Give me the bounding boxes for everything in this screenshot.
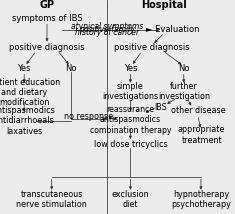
Text: Yes: Yes [17,64,31,73]
Text: transcutaneous
nerve stimulation: transcutaneous nerve stimulation [16,190,87,209]
Text: antispasmodics
antidiarrhoeals
laxatives: antispasmodics antidiarrhoeals laxatives [0,106,56,136]
Text: history of cancer: history of cancer [75,28,139,37]
Text: no response: no response [63,112,113,121]
Text: Yes: Yes [124,64,137,73]
Text: positive family: positive family [79,25,135,34]
Text: GP: GP [39,0,55,10]
Text: No: No [65,64,76,73]
Text: patient education
and dietary
modification: patient education and dietary modificati… [0,77,60,107]
Text: reassurance
antispasmodics
combination therapy: reassurance antispasmodics combination t… [90,105,171,135]
Text: Hospital: Hospital [142,0,187,10]
Text: appropriate
treatment: appropriate treatment [178,125,225,144]
Text: further
investigation: further investigation [158,82,210,101]
Text: exclusion
diet: exclusion diet [112,190,149,209]
Text: positive diagnosis: positive diagnosis [9,43,85,52]
Text: IBS: IBS [155,103,167,111]
Text: positive diagnosis: positive diagnosis [114,43,190,52]
Text: low dose tricyclics: low dose tricyclics [94,140,167,149]
Text: ► Evaluation: ► Evaluation [146,25,200,34]
Text: simple
investigations: simple investigations [102,82,158,101]
Text: other disease: other disease [171,106,225,115]
Text: hypnotherapy
psychotherapy: hypnotherapy psychotherapy [171,190,231,209]
Text: No: No [178,64,189,73]
Text: atypical symptoms: atypical symptoms [71,22,143,31]
Text: symptoms of IBS: symptoms of IBS [12,14,82,23]
